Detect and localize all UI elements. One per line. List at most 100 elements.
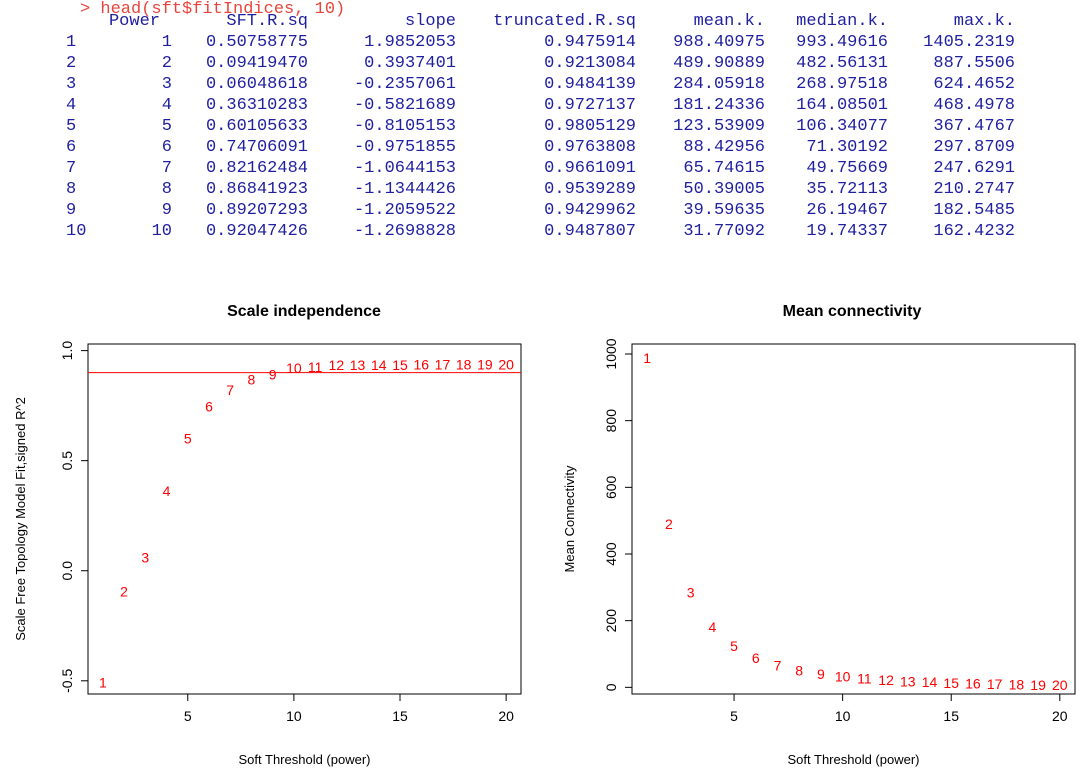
- table-cell: 35.72113: [806, 180, 888, 199]
- data-point-label: 19: [477, 356, 493, 372]
- table-row-index: 5: [66, 117, 77, 136]
- y-tick-label: -0.5: [59, 669, 75, 693]
- table-row-index: 2: [66, 54, 77, 73]
- table-cell: -1.0644153: [353, 159, 456, 178]
- table-cell: 284.05918: [673, 75, 765, 94]
- console-command: > head(sft$fitIndices, 10): [80, 0, 346, 19]
- table-cell: 0.9805129: [544, 117, 636, 136]
- x-tick-label: 5: [184, 708, 192, 724]
- data-point-label: 9: [269, 366, 277, 382]
- table-cell: -1.1344426: [353, 180, 456, 199]
- table-cell: 49.75669: [806, 159, 888, 178]
- table-cell: 1: [161, 33, 172, 52]
- y-tick-label: 200: [603, 609, 619, 633]
- table-cell: 0.9727137: [544, 96, 636, 115]
- table-cell: 468.4978: [933, 96, 1015, 115]
- data-point-label: 14: [922, 674, 938, 690]
- table-row-index: 1: [66, 33, 77, 52]
- data-point-label: 18: [456, 356, 472, 372]
- data-point-label: 2: [665, 516, 673, 532]
- table-row-index: 10: [66, 222, 87, 241]
- data-point-label: 19: [1030, 677, 1046, 693]
- table-cell: 164.08501: [796, 96, 888, 115]
- data-point-label: 4: [163, 483, 171, 499]
- table-cell: 0.36310283: [205, 96, 308, 115]
- table-cell: 0.9539289: [544, 180, 636, 199]
- data-point-label: 10: [286, 360, 302, 376]
- table-cell: 31.77092: [683, 222, 765, 241]
- y-tick-label: 0.0: [59, 561, 75, 581]
- x-axis-label: Soft Threshold (power): [788, 752, 920, 767]
- table-cell: 9: [161, 201, 172, 220]
- table-cell: 6: [161, 138, 172, 157]
- table-cell: 482.56131: [796, 54, 888, 73]
- data-point-label: 17: [435, 356, 451, 372]
- chart-title: Scale independence: [227, 303, 381, 320]
- x-tick-label: 20: [1052, 708, 1068, 724]
- data-point-label: 7: [226, 382, 234, 398]
- table-row-index: 4: [66, 96, 77, 115]
- table-cell: 8: [161, 180, 172, 199]
- data-point-label: 10: [835, 669, 851, 685]
- table-cell: 5: [161, 117, 172, 136]
- data-point-label: 1: [99, 675, 107, 691]
- table-header-cell: slope: [404, 12, 456, 31]
- table-cell: 88.42956: [683, 138, 765, 157]
- data-point-label: 4: [708, 619, 716, 635]
- table-row-index: 7: [66, 159, 77, 178]
- data-point-label: 1: [643, 350, 651, 366]
- data-point-label: 12: [878, 672, 894, 688]
- plot-frame: [631, 343, 1076, 695]
- table-header-cell: max.k.: [953, 12, 1015, 31]
- y-tick-label: 0: [603, 683, 619, 691]
- table-cell: -1.2698828: [353, 222, 456, 241]
- table-cell: 247.6291: [933, 159, 1015, 178]
- table-cell: 26.19467: [806, 201, 888, 220]
- table-header-cell: truncated.R.sq: [493, 12, 636, 31]
- data-point-label: 2: [120, 583, 128, 599]
- data-point-label: 16: [413, 356, 429, 372]
- x-tick-label: 20: [498, 708, 514, 724]
- data-point-label: 17: [987, 676, 1003, 692]
- table-row-index: 6: [66, 138, 77, 157]
- table-cell: 39.59635: [683, 201, 765, 220]
- table-cell: -0.2357061: [353, 75, 456, 94]
- data-point-label: 15: [392, 357, 408, 373]
- data-point-label: 16: [965, 676, 981, 692]
- table-cell: 0.9429962: [544, 201, 636, 220]
- table-cell: -0.5821689: [353, 96, 456, 115]
- data-point-label: 20: [498, 356, 514, 372]
- data-point-label: 8: [248, 372, 256, 388]
- table-cell: 0.9484139: [544, 75, 636, 94]
- x-axis-label: Soft Threshold (power): [239, 752, 371, 767]
- table-cell: -1.2059522: [353, 201, 456, 220]
- table-cell: 50.39005: [683, 180, 765, 199]
- data-point-label: 8: [795, 663, 803, 679]
- table-cell: 489.90889: [673, 54, 765, 73]
- table-cell: 0.60105633: [205, 117, 308, 136]
- table-header-cell: Power: [108, 12, 160, 31]
- table-cell: 268.97518: [796, 75, 888, 94]
- data-point-label: 3: [141, 550, 149, 566]
- table-cell: 624.4652: [933, 75, 1015, 94]
- data-point-label: 9: [817, 666, 825, 682]
- table-cell: 7: [161, 159, 172, 178]
- data-point-label: 14: [371, 357, 387, 373]
- table-cell: 0.06048618: [205, 75, 308, 94]
- table-cell: 0.9661091: [544, 159, 636, 178]
- table-cell: 0.89207293: [205, 201, 308, 220]
- table-cell: 0.09419470: [205, 54, 308, 73]
- data-point-label: 11: [857, 671, 872, 687]
- table-cell: 988.40975: [673, 33, 765, 52]
- table-cell: -0.8105153: [353, 117, 456, 136]
- x-tick-label: 15: [943, 708, 959, 724]
- table-cell: 106.34077: [796, 117, 888, 136]
- x-tick-label: 15: [392, 708, 408, 724]
- chart-title: Mean connectivity: [783, 303, 922, 320]
- table-cell: 162.4232: [933, 222, 1015, 241]
- table-cell: 993.49616: [796, 33, 888, 52]
- table-header-cell: SFT.R.sq: [226, 12, 308, 31]
- data-point-label: 3: [687, 585, 695, 601]
